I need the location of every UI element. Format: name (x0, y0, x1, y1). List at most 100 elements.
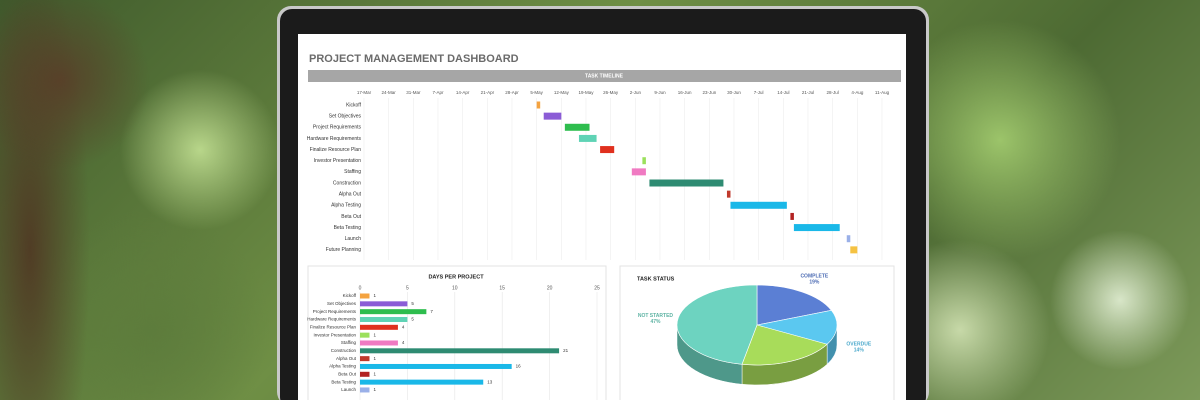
bar (360, 387, 370, 393)
category-label: Kickoff (343, 293, 357, 298)
task-label: Hardware Requirements (307, 136, 362, 142)
x-tick-label: 9-Jun (654, 90, 666, 95)
x-tick-label: 31-Mar (406, 90, 421, 95)
task-label: Alpha Out (339, 191, 362, 197)
category-label: Investor Presentation (313, 332, 356, 337)
x-tick-label: 26-May (603, 90, 619, 95)
task-label: Future Planning (326, 247, 362, 253)
bar (360, 363, 512, 369)
x-tick-label: 17-Mar (357, 90, 372, 95)
gantt-bar (631, 168, 646, 176)
bar (360, 309, 427, 315)
bar (360, 379, 484, 385)
x-tick-label: 14-Jul (777, 90, 789, 95)
pie-slice (756, 309, 838, 345)
x-tick-label: 7-Jul (754, 90, 764, 95)
value-label: 1 (373, 293, 376, 298)
value-label: 5 (411, 301, 414, 306)
bar (360, 316, 408, 322)
x-tick-label: 7-Apr (432, 90, 444, 95)
task-label: Beta Testing (334, 225, 362, 231)
x-tick-label: 15 (499, 285, 505, 291)
category-label: Beta Testing (331, 379, 356, 384)
dashboard-title: PROJECT MANAGEMENT DASHBOARD (309, 53, 519, 65)
pie-title: TASK STATUS (637, 276, 675, 282)
task-label: Finalize Resource Plan (310, 147, 362, 153)
gantt-bar (600, 146, 615, 154)
value-label: 16 (516, 364, 522, 369)
category-label: Beta Out (338, 371, 357, 376)
x-tick-label: 5-May (530, 90, 543, 95)
x-tick-label: 14-Apr (456, 90, 470, 95)
gantt-bar (793, 224, 840, 232)
pie-slice (756, 284, 832, 326)
task-label: Kickoff (346, 102, 362, 108)
x-tick-label: 10 (452, 285, 458, 291)
gantt-bar (649, 179, 724, 187)
task-label: Project Requirements (313, 125, 362, 131)
x-tick-label: 24-Mar (382, 90, 397, 95)
pie-slice (741, 324, 828, 366)
value-label: 1 (373, 387, 376, 392)
pie-value-label: 14% (854, 348, 865, 354)
value-label: 21 (563, 348, 569, 353)
value-label: 1 (373, 371, 376, 376)
gantt-bar (578, 134, 597, 142)
category-label: Alpha Testing (329, 364, 356, 369)
category-label: Hardware Requirements (307, 317, 357, 322)
x-tick-label: 16-Jun (678, 90, 692, 95)
pie-category-label: NOT STARTED (638, 313, 674, 319)
gantt-bar (730, 201, 787, 209)
x-tick-label: 5 (406, 285, 409, 291)
category-label: Launch (341, 387, 356, 392)
bar (360, 348, 560, 354)
task-label: Construction (333, 180, 361, 186)
timeline-title: TASK TIMELINE (585, 73, 624, 79)
bar (360, 332, 370, 338)
category-label: Construction (331, 348, 357, 353)
x-tick-label: 23-Jun (702, 90, 716, 95)
gantt-bar (726, 190, 731, 198)
task-label: Staffing (344, 169, 361, 175)
gantt-bar (642, 157, 646, 165)
value-label: 5 (411, 317, 414, 322)
gantt-bar (564, 123, 590, 131)
x-tick-label: 4-Aug (851, 90, 864, 95)
x-tick-label: 0 (359, 285, 362, 291)
value-label: 4 (402, 340, 405, 345)
task-label: Set Objectives (329, 113, 362, 119)
task-label: Investor Presentation (314, 158, 361, 164)
x-tick-label: 21-Jul (802, 90, 814, 95)
gantt-bar (790, 212, 794, 220)
category-label: Alpha Out (336, 356, 357, 361)
task-label: Launch (345, 236, 362, 242)
bar (360, 371, 370, 377)
x-tick-label: 2-Jun (630, 90, 642, 95)
bar-chart-title: DAYS PER PROJECT (428, 274, 484, 280)
bar-panel (307, 265, 607, 400)
pie-value-label: 19% (809, 280, 820, 286)
gantt-bar (846, 235, 851, 243)
bar (360, 293, 370, 299)
value-label: 7 (430, 309, 433, 314)
gantt-bar (543, 112, 562, 120)
task-label: Beta Out (341, 214, 361, 220)
x-tick-label: 25 (594, 285, 600, 291)
x-tick-label: 11-Aug (875, 90, 890, 95)
category-label: Staffing (341, 340, 357, 345)
x-tick-label: 30-Jun (727, 90, 741, 95)
x-tick-label: 19-May (578, 90, 594, 95)
bar (360, 301, 408, 307)
bar (360, 340, 398, 346)
value-label: 1 (373, 356, 376, 361)
value-label: 4 (402, 325, 405, 330)
bar (360, 356, 370, 362)
x-tick-label: 28-Jul (827, 90, 839, 95)
value-label: 13 (487, 379, 493, 384)
x-tick-label: 20 (547, 285, 553, 291)
x-tick-label: 12-May (554, 90, 570, 95)
task-label: Alpha Testing (331, 203, 361, 209)
category-label: Set Objectives (327, 301, 357, 306)
pie-category-label: COMPLETE (800, 274, 828, 280)
